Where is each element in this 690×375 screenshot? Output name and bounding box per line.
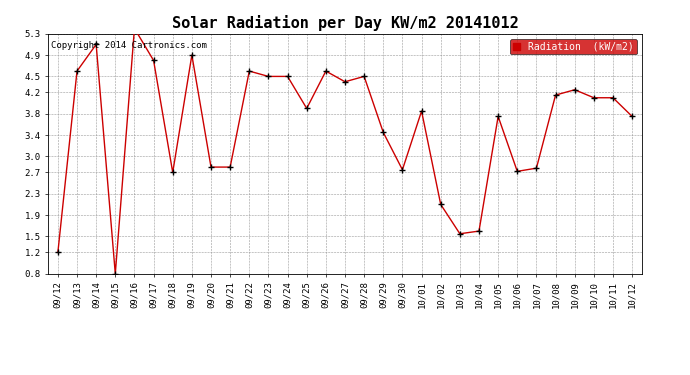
Legend: Radiation  (kW/m2): Radiation (kW/m2)	[510, 39, 637, 54]
Title: Solar Radiation per Day KW/m2 20141012: Solar Radiation per Day KW/m2 20141012	[172, 15, 518, 31]
Text: Copyright 2014 Cartronics.com: Copyright 2014 Cartronics.com	[51, 41, 207, 50]
